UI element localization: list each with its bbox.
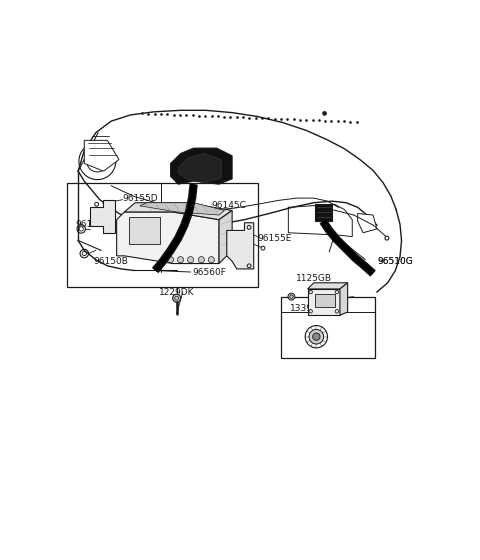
- Circle shape: [173, 294, 180, 302]
- Polygon shape: [219, 211, 232, 264]
- Text: 96560F: 96560F: [192, 268, 226, 277]
- Circle shape: [312, 333, 320, 340]
- Circle shape: [288, 293, 295, 300]
- Circle shape: [168, 256, 174, 263]
- Polygon shape: [117, 212, 219, 264]
- Text: 1229DK: 1229DK: [159, 287, 194, 297]
- Text: 96510G: 96510G: [377, 256, 413, 266]
- Polygon shape: [315, 204, 332, 221]
- Polygon shape: [178, 153, 221, 183]
- Polygon shape: [358, 213, 377, 233]
- Polygon shape: [227, 223, 254, 269]
- Polygon shape: [140, 203, 225, 215]
- Text: 96145C: 96145C: [211, 201, 246, 211]
- Text: 96155E: 96155E: [258, 234, 292, 242]
- Circle shape: [208, 256, 215, 263]
- Text: 96150B: 96150B: [94, 256, 129, 266]
- Bar: [129, 217, 160, 244]
- Bar: [315, 293, 335, 307]
- Polygon shape: [124, 203, 232, 220]
- Bar: [67, 183, 258, 287]
- Circle shape: [188, 256, 193, 263]
- Text: 96510G: 96510G: [377, 256, 413, 266]
- Text: 1125GB: 1125GB: [296, 274, 332, 283]
- Polygon shape: [308, 289, 340, 315]
- Circle shape: [178, 256, 184, 263]
- Polygon shape: [84, 141, 119, 171]
- Polygon shape: [90, 200, 115, 233]
- Circle shape: [309, 329, 324, 344]
- Polygon shape: [340, 283, 348, 315]
- Bar: [281, 297, 374, 358]
- Text: 1339CC: 1339CC: [290, 304, 325, 314]
- Circle shape: [198, 256, 204, 263]
- Polygon shape: [308, 283, 348, 289]
- Polygon shape: [170, 148, 232, 184]
- Circle shape: [323, 111, 326, 115]
- Text: 96150B: 96150B: [75, 220, 110, 229]
- Text: 96155D: 96155D: [123, 194, 158, 203]
